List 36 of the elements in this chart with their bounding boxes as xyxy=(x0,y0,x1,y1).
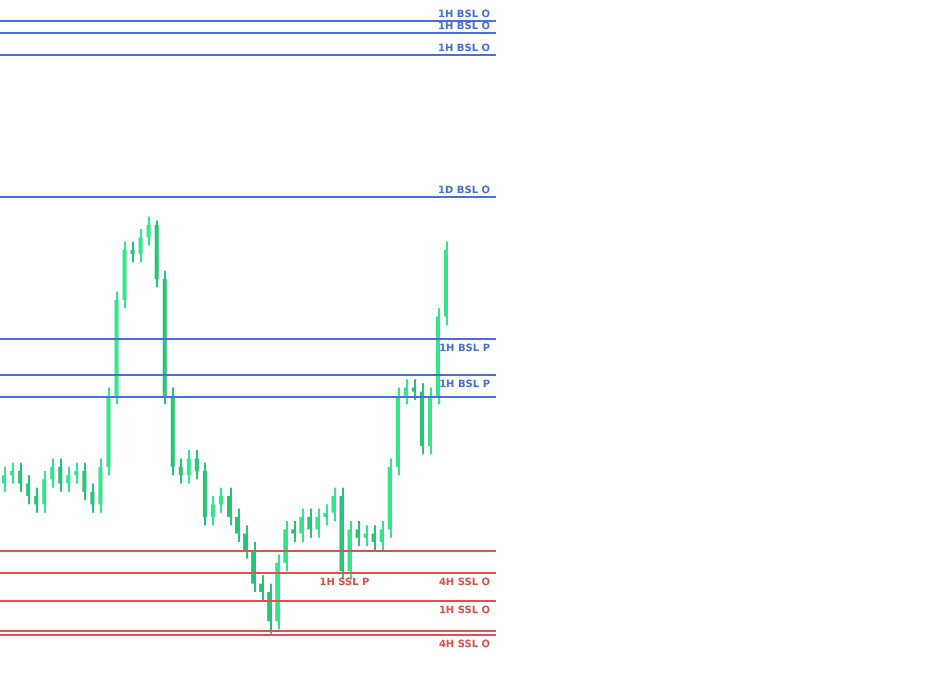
candlestick xyxy=(307,507,312,539)
candlestick xyxy=(34,486,39,514)
candlestick xyxy=(403,378,408,406)
candlestick xyxy=(331,486,336,523)
candlestick xyxy=(2,465,7,493)
candlestick xyxy=(50,457,55,489)
candlestick xyxy=(74,461,79,485)
candlestick xyxy=(18,461,23,493)
candlestick xyxy=(210,495,215,527)
candlestick xyxy=(363,524,368,548)
candlestick xyxy=(130,240,135,264)
candlestick xyxy=(379,520,384,552)
candlestick xyxy=(10,461,15,485)
candlestick xyxy=(371,524,376,552)
candlestick xyxy=(267,582,272,635)
candlestick xyxy=(186,449,191,485)
candlestick xyxy=(315,507,320,539)
candlestick xyxy=(299,507,304,543)
candlestick xyxy=(178,457,183,485)
candlestick xyxy=(347,520,352,581)
candlestick xyxy=(138,227,143,264)
candlestick xyxy=(411,378,416,402)
candlestick xyxy=(66,465,71,493)
candlestick xyxy=(355,520,360,548)
candlestick xyxy=(98,457,103,514)
candlestick xyxy=(202,461,207,527)
candlestick xyxy=(90,482,95,514)
candlestick xyxy=(26,474,31,506)
candlestick xyxy=(146,215,151,247)
candlestick xyxy=(291,520,296,543)
candlestick xyxy=(227,486,232,527)
candlestick xyxy=(194,449,199,481)
candlestick xyxy=(58,457,63,493)
candlestick xyxy=(42,469,47,514)
candlestick xyxy=(218,486,223,514)
candlestick xyxy=(82,461,87,502)
